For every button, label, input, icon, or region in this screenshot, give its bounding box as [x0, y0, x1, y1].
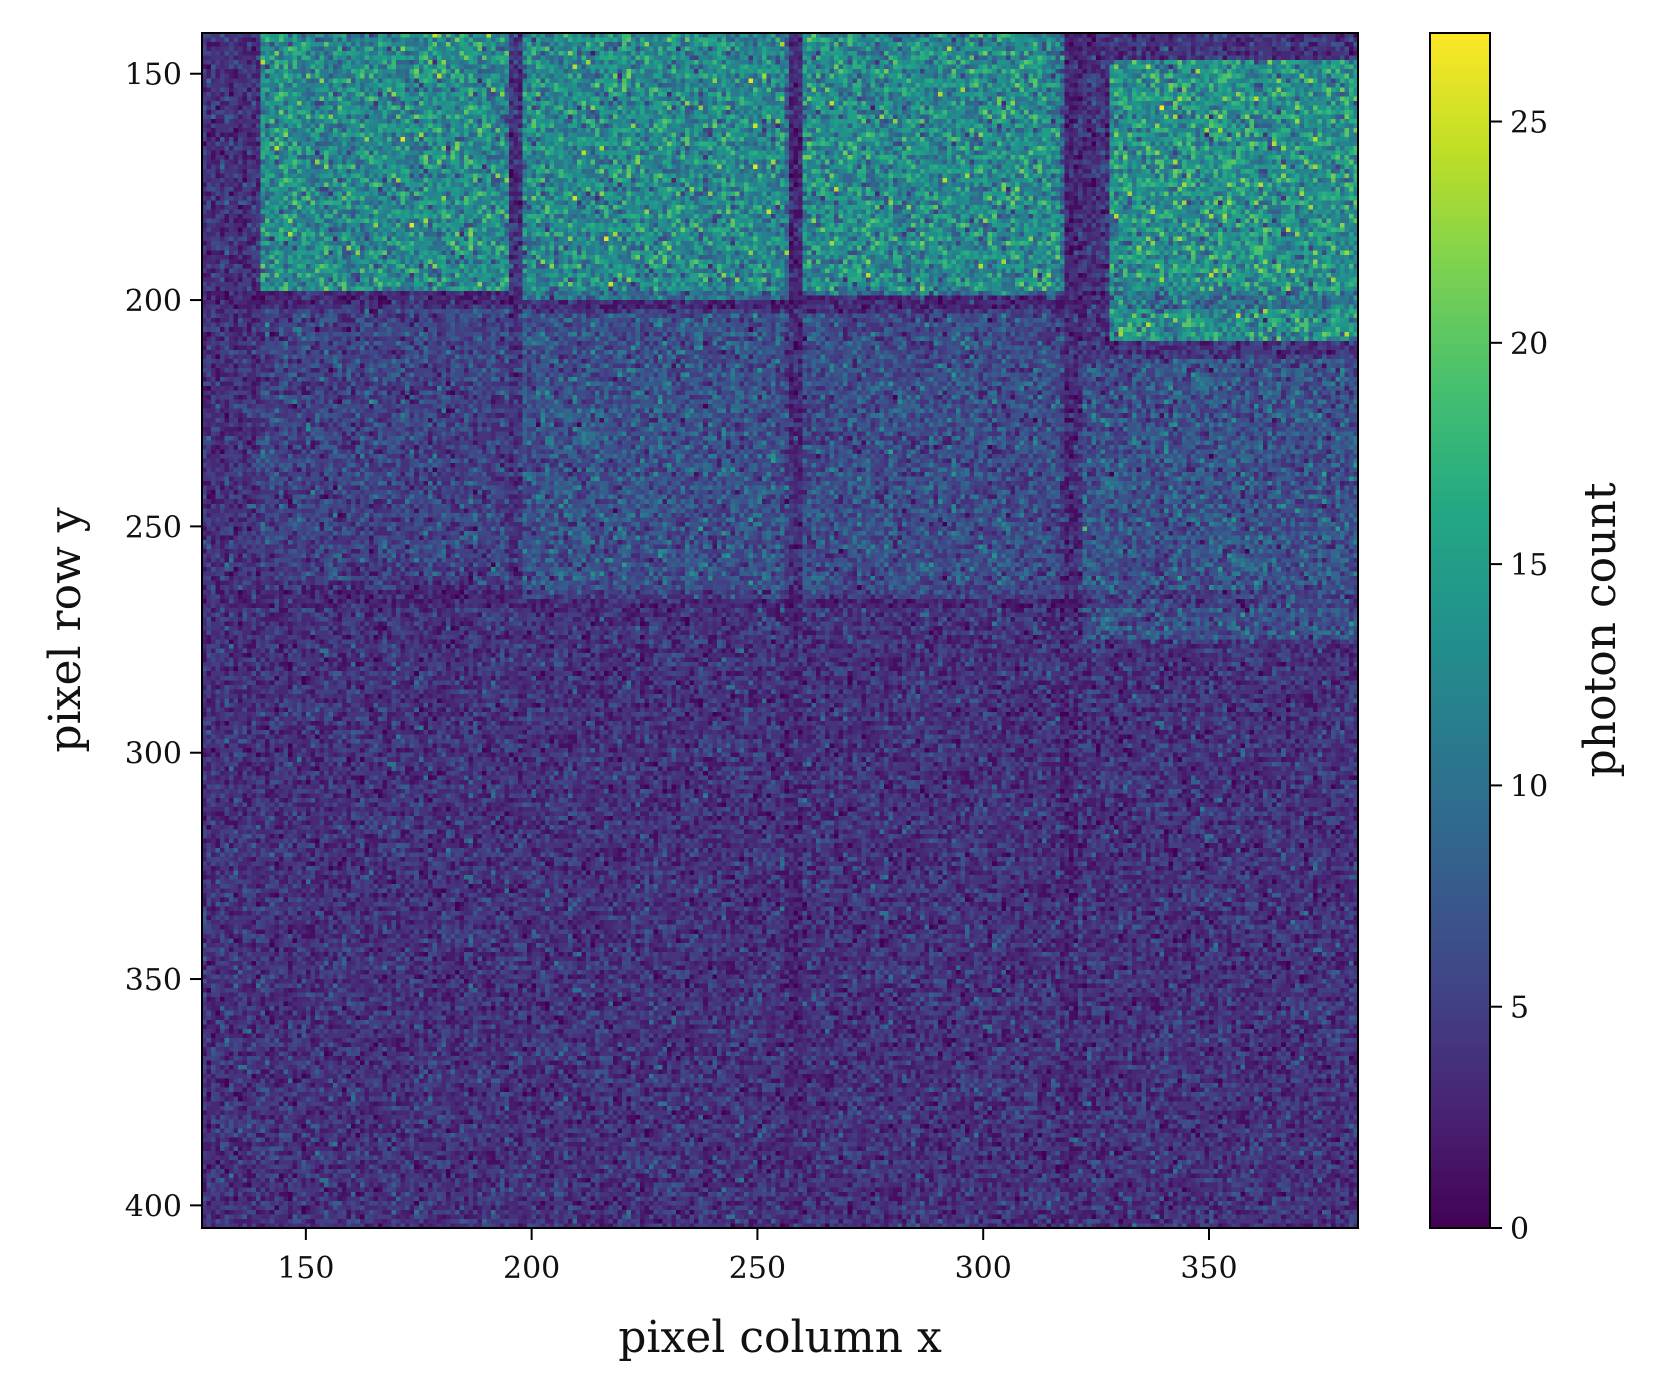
y-axis-label: pixel row y: [40, 507, 91, 752]
colorbar-tick-label: 0: [1510, 1212, 1529, 1247]
y-tick-label: 200: [125, 284, 182, 319]
x-tick-label: 300: [955, 1251, 1012, 1286]
y-tick-label: 400: [125, 1189, 182, 1224]
x-tick-label: 150: [277, 1251, 334, 1286]
x-tick-label: 200: [503, 1251, 560, 1286]
x-tick-label: 350: [1180, 1251, 1237, 1286]
y-tick-label: 300: [125, 737, 182, 772]
x-axis-ticks: 150 200 250 300 350: [277, 1228, 1238, 1286]
colorbar-tick-label: 10: [1510, 769, 1548, 804]
x-tick-label: 250: [729, 1251, 786, 1286]
y-tick-label: 150: [125, 58, 182, 93]
colorbar-tick-label: 25: [1510, 106, 1548, 141]
colorbar: [1429, 32, 1491, 1229]
plot-frame: [201, 32, 1359, 1229]
colorbar-ticks: 0 5 10 15 20 25: [1490, 106, 1548, 1247]
colorbar-tick-label: 20: [1510, 327, 1548, 362]
colorbar-tick-label: 15: [1510, 548, 1548, 583]
colorbar-tick-label: 5: [1510, 991, 1529, 1026]
y-tick-label: 350: [125, 963, 182, 998]
heatmap-image: [202, 33, 1358, 1228]
y-tick-label: 250: [125, 510, 182, 545]
y-axis-ticks: 150 200 250 300 350 400: [125, 58, 202, 1224]
colorbar-label: photon count: [1575, 482, 1626, 777]
x-axis-label: pixel column x: [618, 1312, 942, 1363]
